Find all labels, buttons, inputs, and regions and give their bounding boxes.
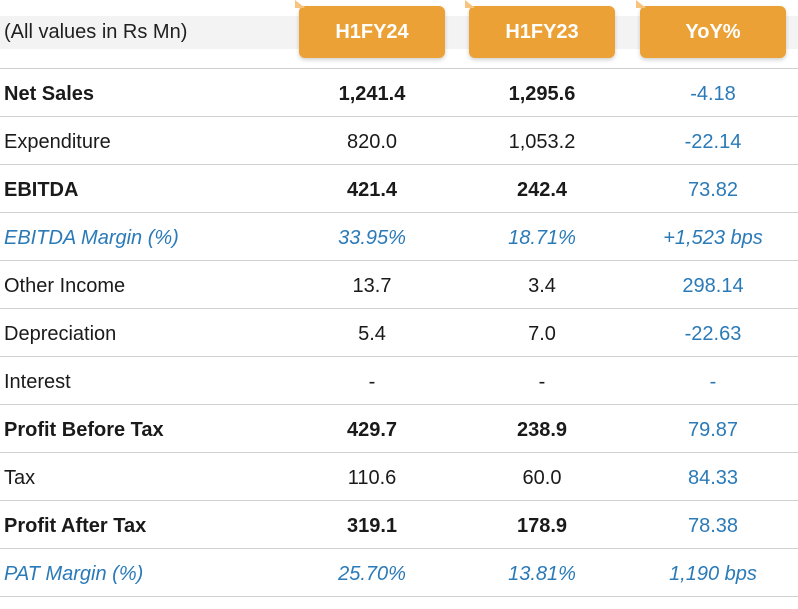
table-header: (All values in Rs Mn) H1FY24 H1FY23 YoY% xyxy=(0,0,798,69)
h1fy23-value: 7.0 xyxy=(528,323,556,345)
h1fy24-value: 110.6 xyxy=(347,467,397,489)
yoy-value: -22.14 xyxy=(684,131,742,153)
header-divider xyxy=(0,68,798,69)
yoy-value: 298.14 xyxy=(682,275,744,297)
yoy-value: - xyxy=(709,371,717,393)
table-row-expenditure: Expenditure 820.0 1,053.2 -22.14 xyxy=(0,117,798,165)
table-row-tax: Tax 110.6 60.0 84.33 xyxy=(0,453,798,501)
row-label: Profit Before Tax xyxy=(4,419,164,441)
column-header-label: YoY% xyxy=(685,21,741,43)
table-row-profit-before-tax: Profit Before Tax 429.7 238.9 79.87 xyxy=(0,405,798,453)
yoy-value: 1,190 bps xyxy=(669,563,757,585)
yoy-value: -22.63 xyxy=(684,323,742,345)
table-row-profit-after-tax: Profit After Tax 319.1 178.9 78.38 xyxy=(0,501,798,549)
h1fy24-value: 1,241.4 xyxy=(338,83,406,105)
yoy-value: 78.38 xyxy=(687,515,739,537)
row-label: Interest xyxy=(4,371,71,393)
h1fy24-value: 429.7 xyxy=(346,419,398,441)
h1fy24-value: 319.1 xyxy=(346,515,398,537)
h1fy24-value: - xyxy=(368,371,376,393)
column-header-h1fy24: H1FY24 xyxy=(295,0,445,58)
h1fy23-value: 13.81% xyxy=(508,563,576,585)
yoy-value: +1,523 bps xyxy=(663,227,763,249)
row-label: PAT Margin (%) xyxy=(4,563,144,585)
h1fy24-value: 820.0 xyxy=(346,131,398,153)
units-caption: (All values in Rs Mn) xyxy=(4,21,188,43)
row-label: Profit After Tax xyxy=(4,515,147,537)
h1fy23-value: - xyxy=(538,371,546,393)
yoy-value: 79.87 xyxy=(687,419,739,441)
row-label: Other Income xyxy=(4,275,126,297)
h1fy23-value: 3.4 xyxy=(528,275,556,297)
row-label: Net Sales xyxy=(4,83,95,105)
table-row-depreciation: Depreciation 5.4 7.0 -22.63 xyxy=(0,309,798,357)
table-row-ebitda: EBITDA 421.4 242.4 73.82 xyxy=(0,165,798,213)
row-label: Tax xyxy=(4,467,36,489)
table-row-net-sales: Net Sales 1,241.4 1,295.6 -4.18 xyxy=(0,69,798,117)
header-notch xyxy=(295,0,305,8)
column-header-label: H1FY23 xyxy=(505,21,579,43)
yoy-value: 73.82 xyxy=(687,179,739,201)
h1fy23-value: 1,053.2 xyxy=(508,131,576,153)
row-label: EBITDA Margin (%) xyxy=(4,227,179,249)
h1fy23-value: 60.0 xyxy=(522,467,562,489)
row-label: EBITDA xyxy=(4,179,79,201)
table-row-ebitda-margin: EBITDA Margin (%) 33.95% 18.71% +1,523 b… xyxy=(0,213,798,261)
table-row-other-income: Other Income 13.7 3.4 298.14 xyxy=(0,261,798,309)
row-label: Expenditure xyxy=(4,131,111,153)
column-header-yoy: YoY% xyxy=(636,0,786,58)
yoy-value: 84.33 xyxy=(687,467,739,489)
table-row-pat-margin: PAT Margin (%) 25.70% 13.81% 1,190 bps xyxy=(0,549,798,597)
row-label: Depreciation xyxy=(4,323,117,345)
h1fy23-value: 242.4 xyxy=(516,179,568,201)
table-row-interest: Interest - - - xyxy=(0,357,798,405)
h1fy24-value: 13.7 xyxy=(352,275,392,297)
column-header-h1fy23: H1FY23 xyxy=(465,0,615,58)
yoy-value: -4.18 xyxy=(690,83,736,105)
h1fy23-value: 238.9 xyxy=(516,419,568,441)
h1fy23-value: 18.71% xyxy=(508,227,576,249)
h1fy24-value: 421.4 xyxy=(346,179,398,201)
h1fy24-value: 5.4 xyxy=(358,323,386,345)
h1fy23-value: 1,295.6 xyxy=(508,83,576,105)
h1fy24-value: 33.95% xyxy=(338,227,406,249)
h1fy24-value: 25.70% xyxy=(338,563,406,585)
header-notch xyxy=(465,0,475,8)
column-header-label: H1FY24 xyxy=(335,21,409,43)
h1fy23-value: 178.9 xyxy=(516,515,568,537)
header-notch xyxy=(636,0,646,8)
